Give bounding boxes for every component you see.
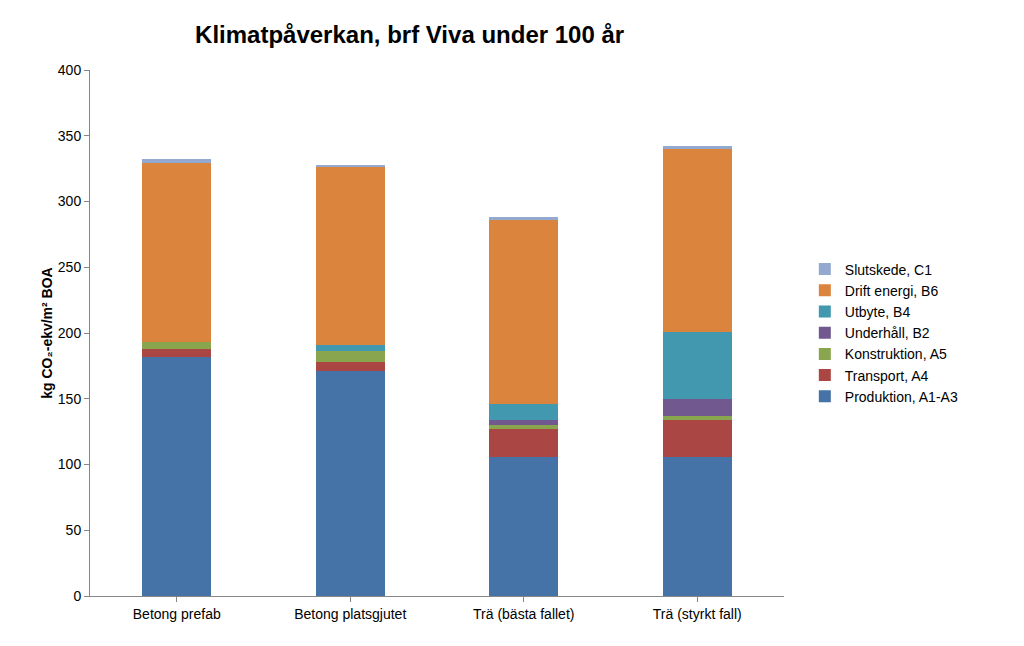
svg-text:Konstruktion, A5: Konstruktion, A5 <box>845 346 947 362</box>
svg-text:Utbyte, B4: Utbyte, B4 <box>845 304 911 320</box>
svg-text:0: 0 <box>73 588 81 604</box>
svg-text:300: 300 <box>58 193 82 209</box>
svg-text:Trä (bästa fallet): Trä (bästa fallet) <box>473 606 574 622</box>
svg-text:Betong platsgjutet: Betong platsgjutet <box>294 606 406 622</box>
svg-text:Underhåll, B2: Underhåll, B2 <box>845 325 930 341</box>
svg-text:100: 100 <box>58 456 82 472</box>
svg-text:150: 150 <box>58 391 82 407</box>
svg-text:Slutskede, C1: Slutskede, C1 <box>845 262 932 278</box>
svg-text:Klimatpåverkan, brf Viva under: Klimatpåverkan, brf Viva under 100 år <box>195 21 624 48</box>
svg-text:Produktion, A1-A3: Produktion, A1-A3 <box>845 389 958 405</box>
svg-text:200: 200 <box>58 325 82 341</box>
svg-text:400: 400 <box>58 62 82 78</box>
svg-text:250: 250 <box>58 259 82 275</box>
svg-text:50: 50 <box>66 522 82 538</box>
svg-text:Transport, A4: Transport, A4 <box>845 368 929 384</box>
svg-text:kg CO₂-ekv/m² BOA: kg CO₂-ekv/m² BOA <box>39 267 55 398</box>
svg-text:Betong prefab: Betong prefab <box>133 606 221 622</box>
svg-text:Drift energi, B6: Drift energi, B6 <box>845 283 939 299</box>
svg-text:Trä (styrkt fall): Trä (styrkt fall) <box>653 606 742 622</box>
svg-text:350: 350 <box>58 128 82 144</box>
